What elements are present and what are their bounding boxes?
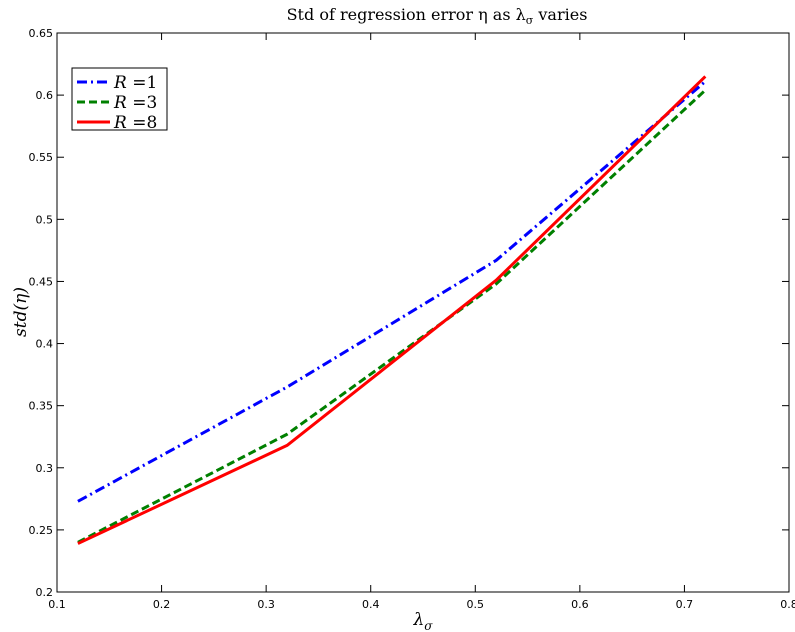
x-tick-label: 0.1 [48, 598, 66, 611]
y-tick-label: 0.65 [29, 27, 54, 40]
x-axis-label: λσ [413, 610, 434, 632]
legend: R =1R =3R =8 [71, 67, 168, 133]
series-line-R1 [77, 80, 707, 503]
y-tick-label: 0.55 [29, 151, 54, 164]
x-tick-label: 0.4 [362, 598, 380, 611]
y-tick-label: 0.5 [36, 213, 54, 226]
series-layer [77, 75, 707, 545]
x-tick-label: 0.3 [257, 598, 275, 611]
legend-label: R =1 [113, 73, 157, 93]
chart-title: Std of regression error η as λσ varies [287, 5, 588, 27]
y-axis-label: std(η) [11, 287, 31, 337]
x-tick-label: 0.2 [153, 598, 171, 611]
series-line-R3 [77, 89, 707, 544]
legend-label: R =8 [113, 113, 157, 133]
x-tick-label: 0.7 [676, 598, 694, 611]
x-tick-label: 0.5 [467, 598, 485, 611]
y-tick-label: 0.2 [36, 586, 54, 599]
y-tick-label: 0.6 [36, 89, 54, 102]
y-tick-label: 0.3 [36, 462, 54, 475]
x-tick-label: 0.8 [780, 598, 795, 611]
x-tick-label: 0.6 [571, 598, 589, 611]
axis-ticks: 0.1 0.2 0.3 0.4 0.5 0.6 0.7 0.80.20.250.30.350.… [29, 27, 795, 611]
legend-label: R =3 [113, 93, 157, 113]
y-tick-label: 0.45 [29, 275, 54, 288]
y-tick-label: 0.4 [36, 338, 54, 351]
series-line-R8 [77, 75, 707, 545]
y-tick-label: 0.35 [29, 400, 54, 413]
legend-box [71, 67, 168, 131]
y-tick-label: 0.25 [29, 524, 54, 537]
